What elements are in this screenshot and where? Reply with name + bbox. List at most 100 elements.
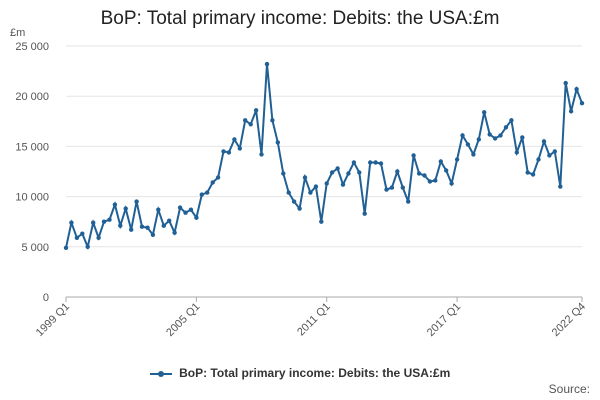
data-point[interactable] [362,211,367,216]
data-point[interactable] [313,184,319,189]
data-point[interactable] [145,225,150,230]
data-point[interactable] [389,185,395,190]
data-point[interactable] [406,199,411,204]
data-point[interactable] [520,135,525,140]
data-point[interactable] [118,223,123,228]
data-point[interactable] [454,157,460,162]
data-point[interactable] [248,122,253,127]
data-point[interactable] [357,170,362,175]
data-point[interactable] [319,219,324,224]
data-point[interactable] [503,125,509,130]
data-point[interactable] [85,244,90,249]
data-point[interactable] [134,199,139,204]
data-point[interactable] [69,220,74,225]
data-point[interactable] [281,171,286,176]
data-point[interactable] [444,168,449,173]
data-point[interactable] [541,139,547,144]
data-point[interactable] [291,199,297,204]
legend-swatch [149,369,172,379]
data-point[interactable] [199,192,204,197]
data-point[interactable] [574,87,579,92]
data-point[interactable] [324,181,329,186]
data-point[interactable] [177,205,183,210]
data-point[interactable] [449,181,454,186]
data-point[interactable] [465,142,471,147]
data-point[interactable] [411,153,416,158]
data-point[interactable] [460,133,465,138]
data-point[interactable] [563,80,568,86]
data-point[interactable] [156,207,161,212]
data-point[interactable] [471,152,476,157]
data-point[interactable] [395,169,400,174]
data-point[interactable] [129,227,134,232]
data-point[interactable] [275,140,280,145]
data-point[interactable] [422,173,427,178]
data-point[interactable] [112,202,118,207]
data-point[interactable] [259,152,264,157]
data-point[interactable] [547,153,552,158]
data-point[interactable] [243,118,248,123]
data-point[interactable] [373,160,378,165]
data-point[interactable] [346,171,351,176]
data-point[interactable] [525,170,530,175]
data-point[interactable] [183,210,188,215]
data-point[interactable] [161,223,166,228]
data-point[interactable] [351,160,357,165]
data-point[interactable] [167,218,172,223]
data-point[interactable] [188,207,194,212]
data-point[interactable] [335,166,340,171]
data-point[interactable] [270,118,275,123]
data-point[interactable] [226,150,232,155]
data-point[interactable] [74,235,80,240]
data-point[interactable] [139,224,145,229]
data-point[interactable] [433,178,438,183]
data-point[interactable] [400,185,405,190]
data-point[interactable] [101,219,107,224]
data-point[interactable] [205,190,210,195]
data-point[interactable] [514,150,519,155]
data-point[interactable] [150,232,156,237]
data-point[interactable] [487,132,492,137]
data-point[interactable] [416,171,422,176]
data-point[interactable] [558,184,563,189]
data-point[interactable] [552,149,557,154]
y-axis-tick-labels: 0 5 000 10 000 15 000 20 000 25 000 [15,41,49,304]
data-point[interactable] [232,137,237,142]
data-point[interactable] [476,137,481,142]
data-point[interactable] [215,175,221,180]
data-point[interactable] [210,180,215,185]
data-point[interactable] [368,160,373,165]
data-point[interactable] [123,206,128,211]
data-point[interactable] [308,190,313,195]
data-point[interactable] [253,108,259,113]
data-point[interactable] [96,235,101,240]
data-point[interactable] [384,187,389,192]
legend[interactable]: BoP: Total primary income: Debits: the U… [0,366,600,380]
data-point[interactable] [378,161,384,166]
data-point[interactable] [297,206,302,211]
data-point[interactable] [221,149,226,154]
data-point[interactable] [63,245,69,250]
data-point[interactable] [107,217,112,222]
data-point[interactable] [286,190,291,195]
data-point[interactable] [568,109,574,114]
data-point[interactable] [427,179,433,184]
data-point[interactable] [492,136,498,141]
data-point[interactable] [498,133,503,138]
data-point[interactable] [172,230,177,235]
data-point[interactable] [194,215,199,220]
data-point[interactable] [482,110,487,115]
data-point[interactable] [530,172,536,177]
data-point[interactable] [579,101,585,106]
data-point[interactable] [302,175,308,180]
data-point[interactable] [80,231,85,236]
data-point[interactable] [264,61,270,67]
data-point[interactable] [329,170,335,175]
data-point[interactable] [340,182,346,187]
data-point[interactable] [91,220,96,225]
data-point[interactable] [237,146,242,151]
x-tick-label: 2011 Q1 [295,301,333,339]
data-point[interactable] [536,157,541,162]
data-point[interactable] [438,159,443,164]
data-point[interactable] [509,118,514,123]
